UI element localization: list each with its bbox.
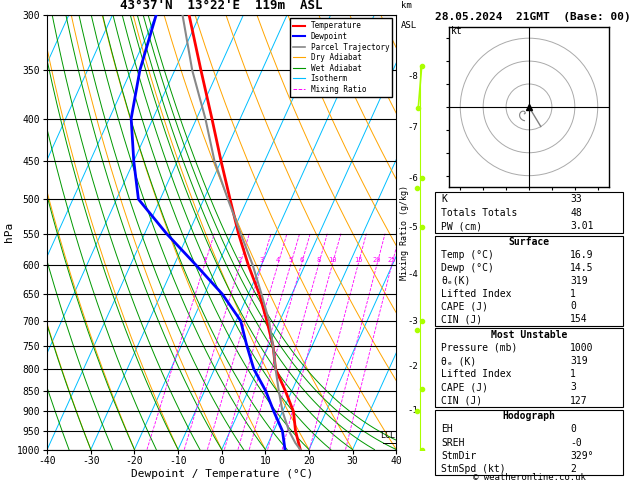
Text: CIN (J): CIN (J): [441, 314, 482, 324]
Text: 3: 3: [260, 257, 264, 262]
Text: Surface: Surface: [508, 237, 550, 247]
Text: 8: 8: [316, 257, 321, 262]
X-axis label: Dewpoint / Temperature (°C): Dewpoint / Temperature (°C): [131, 469, 313, 479]
Text: Most Unstable: Most Unstable: [491, 330, 567, 340]
Text: 48: 48: [571, 208, 582, 218]
Text: -8: -8: [408, 72, 419, 81]
Bar: [435, 328, 623, 407]
Text: -5: -5: [408, 223, 419, 231]
Text: 10: 10: [328, 257, 337, 262]
Text: 14.5: 14.5: [571, 263, 594, 273]
Text: ASL: ASL: [401, 21, 417, 30]
Text: 1000: 1000: [571, 343, 594, 353]
Text: LCL: LCL: [380, 431, 395, 439]
Text: 319: 319: [571, 356, 588, 366]
Title: 43°37'N  13°22'E  119m  ASL: 43°37'N 13°22'E 119m ASL: [121, 0, 323, 12]
Text: CAPE (J): CAPE (J): [441, 301, 488, 312]
Text: PW (cm): PW (cm): [441, 222, 482, 231]
Bar: [435, 410, 623, 475]
Text: 1: 1: [203, 257, 206, 262]
Text: -7: -7: [408, 123, 419, 133]
Text: 4: 4: [276, 257, 280, 262]
Text: 5: 5: [288, 257, 292, 262]
Y-axis label: hPa: hPa: [4, 222, 14, 242]
Text: 25: 25: [387, 257, 396, 262]
Text: 2: 2: [238, 257, 242, 262]
Text: 6: 6: [299, 257, 303, 262]
Text: EH: EH: [441, 424, 453, 434]
Text: 127: 127: [571, 396, 588, 406]
Text: CAPE (J): CAPE (J): [441, 382, 488, 393]
Text: θₑ (K): θₑ (K): [441, 356, 476, 366]
Text: -4: -4: [408, 270, 419, 279]
Text: StmDir: StmDir: [441, 451, 476, 461]
Text: 33: 33: [571, 194, 582, 204]
Text: Lifted Index: Lifted Index: [441, 289, 511, 298]
Text: K: K: [441, 194, 447, 204]
Text: -3: -3: [408, 317, 419, 326]
Legend: Temperature, Dewpoint, Parcel Trajectory, Dry Adiabat, Wet Adiabat, Isotherm, Mi: Temperature, Dewpoint, Parcel Trajectory…: [290, 18, 392, 97]
Text: 329°: 329°: [571, 451, 594, 461]
Text: -0: -0: [571, 437, 582, 448]
Bar: [435, 236, 623, 326]
Text: Pressure (mb): Pressure (mb): [441, 343, 517, 353]
Text: km: km: [401, 1, 412, 10]
Text: 0: 0: [571, 301, 576, 312]
Text: 15: 15: [353, 257, 362, 262]
Text: 20: 20: [372, 257, 381, 262]
Text: 16.9: 16.9: [571, 250, 594, 260]
Text: © weatheronline.co.uk: © weatheronline.co.uk: [472, 473, 586, 482]
Text: 2: 2: [571, 464, 576, 474]
Text: 3.01: 3.01: [571, 222, 594, 231]
Text: 319: 319: [571, 276, 588, 286]
Text: Dewp (°C): Dewp (°C): [441, 263, 494, 273]
Text: 1: 1: [571, 289, 576, 298]
Text: 28.05.2024  21GMT  (Base: 00): 28.05.2024 21GMT (Base: 00): [435, 12, 629, 22]
Text: θₑ(K): θₑ(K): [441, 276, 470, 286]
Text: -2: -2: [408, 362, 419, 371]
Text: 154: 154: [571, 314, 588, 324]
Text: -1: -1: [408, 406, 419, 416]
Text: Hodograph: Hodograph: [503, 411, 555, 421]
Text: 0: 0: [571, 424, 576, 434]
Text: -6: -6: [408, 174, 419, 183]
Text: Mixing Ratio (g/kg): Mixing Ratio (g/kg): [400, 185, 409, 279]
Text: 3: 3: [571, 382, 576, 393]
Text: 1: 1: [571, 369, 576, 379]
Text: Totals Totals: Totals Totals: [441, 208, 517, 218]
Text: SREH: SREH: [441, 437, 464, 448]
Text: Temp (°C): Temp (°C): [441, 250, 494, 260]
Text: CIN (J): CIN (J): [441, 396, 482, 406]
Text: kt: kt: [451, 26, 463, 35]
Text: Lifted Index: Lifted Index: [441, 369, 511, 379]
Text: StmSpd (kt): StmSpd (kt): [441, 464, 506, 474]
Bar: [435, 192, 623, 233]
